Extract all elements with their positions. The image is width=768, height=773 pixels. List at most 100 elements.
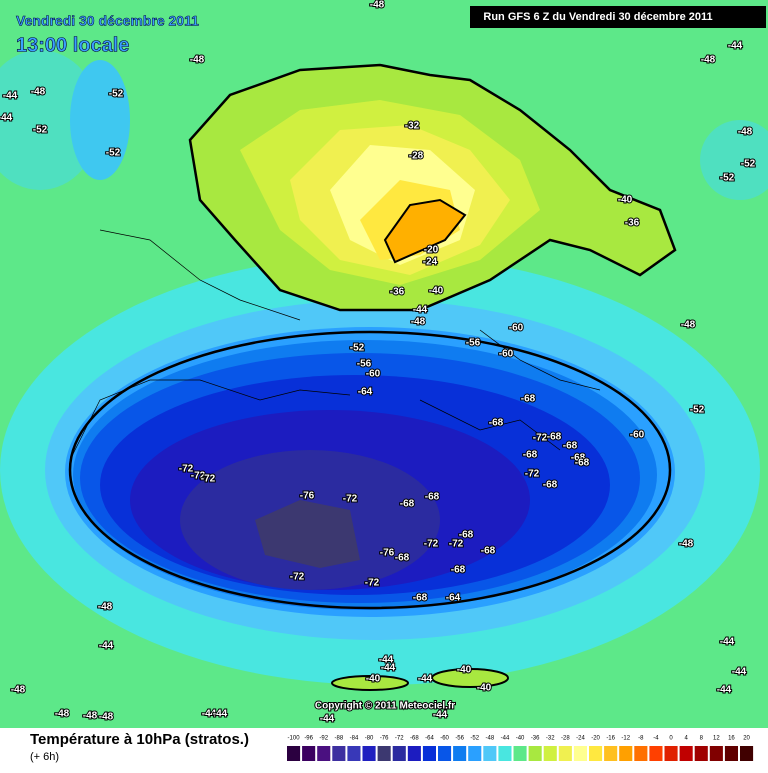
legend-label: -84 [350, 736, 359, 742]
legend-label: -72 [395, 736, 404, 742]
legend-swatch [438, 746, 452, 761]
area [255, 500, 360, 568]
legend-swatch [392, 746, 406, 761]
time: 13:00 locale [16, 34, 129, 56]
contour-label: -44 [379, 655, 394, 666]
contour-label: -72 [533, 433, 548, 444]
contour-label: -44 [320, 714, 335, 725]
legend-label: -24 [576, 736, 585, 742]
legend-label: 12 [713, 736, 720, 742]
legend-label: 0 [669, 736, 673, 742]
legend-label: -20 [591, 736, 600, 742]
legend-label: -96 [304, 736, 313, 742]
contour-label: -48 [190, 55, 205, 66]
contour-label: -64 [446, 593, 461, 604]
contour-label: -48 [738, 127, 753, 138]
legend-swatch [589, 746, 603, 761]
contour-label: -44 [99, 641, 114, 652]
legend-swatch [513, 746, 527, 761]
contour-label: -68 [571, 453, 586, 464]
legend-swatch [664, 746, 678, 761]
legend-label: 16 [728, 736, 735, 742]
legend-label: -100 [288, 736, 301, 742]
contour-label: -60 [509, 323, 524, 334]
contour-label: -72 [449, 539, 464, 550]
contour-label: -52 [741, 159, 756, 170]
contour-label: -44 [728, 41, 743, 52]
date: Vendredi 30 décembre 2011 [16, 13, 199, 29]
contour-label: -24 [423, 257, 438, 268]
legend-label: -40 [516, 736, 525, 742]
contour-label: -44 [3, 91, 18, 102]
legend-swatch [634, 746, 648, 761]
legend-swatch [604, 746, 618, 761]
legend-label: -76 [380, 736, 389, 742]
contour-label: -20 [424, 245, 439, 256]
legend-label: 8 [700, 736, 704, 742]
contour-label: -68 [413, 593, 428, 604]
contour-label: -48 [679, 539, 694, 550]
legend-label: -60 [440, 736, 449, 742]
contour-label: -68 [451, 565, 466, 576]
contour-label: -52 [690, 405, 705, 416]
legend-swatch [619, 746, 633, 761]
contour-label: -72 [201, 474, 216, 485]
contour-label: -48 [98, 602, 113, 613]
legend-swatch [468, 746, 482, 761]
legend-swatch [377, 746, 391, 761]
contour-label: -40 [366, 674, 381, 685]
contour-label: -68 [400, 499, 415, 510]
footer-title: Température à 10hPa (stratos.) [30, 731, 249, 748]
legend-swatch [649, 746, 663, 761]
area [0, 50, 100, 190]
contour-label: -60 [630, 430, 645, 441]
coastline [69, 229, 601, 461]
legend-swatch [453, 746, 467, 761]
contour-label: -52 [720, 173, 735, 184]
legend-label: 4 [684, 736, 688, 742]
contour-label: -48 [411, 317, 426, 328]
legend-swatch [498, 746, 512, 761]
contour-label: -36 [390, 287, 405, 298]
contour-label: -72 [343, 494, 358, 505]
legend-swatch [694, 746, 708, 761]
legend-swatch [528, 746, 542, 761]
legend-label: -28 [561, 736, 570, 742]
contour-label: -44 [213, 709, 228, 720]
contour-label: -44 [413, 305, 428, 316]
legend-swatch [317, 746, 331, 761]
legend-label: -64 [425, 736, 434, 742]
legend-swatch [740, 746, 754, 761]
contour-label: -52 [350, 343, 365, 354]
contour-label: -48 [83, 711, 98, 722]
contour-label: -60 [499, 349, 514, 360]
legend-swatch [679, 746, 693, 761]
legend-label: -44 [501, 736, 510, 742]
legend-swatch [543, 746, 557, 761]
contour-label: -76 [380, 548, 395, 559]
contour-label: -68 [395, 553, 410, 564]
contour-label: -48 [370, 0, 385, 11]
legend-label: -80 [365, 736, 374, 742]
legend-label: -92 [319, 736, 328, 742]
contour-label: -44 [433, 710, 448, 721]
contour-label: -44 [717, 685, 732, 696]
run: Run GFS 6 Z du Vendredi 30 décembre 2011 [483, 11, 712, 23]
contour-label: -44 [202, 709, 217, 720]
contour-label: -60 [366, 369, 381, 380]
contour-label: -68 [575, 458, 590, 469]
area [431, 668, 509, 688]
legend-label: -36 [531, 736, 540, 742]
contour-label: -52 [109, 89, 124, 100]
legend-swatch [347, 746, 361, 761]
contour-label: -44 [0, 113, 13, 124]
legend-swatch [407, 746, 421, 761]
legend-swatch [573, 746, 587, 761]
contour-label: -76 [300, 491, 315, 502]
legend-swatch [302, 746, 316, 761]
contour-label: -48 [31, 87, 46, 98]
legend-swatch [287, 746, 301, 761]
contour-label: -68 [521, 394, 536, 405]
